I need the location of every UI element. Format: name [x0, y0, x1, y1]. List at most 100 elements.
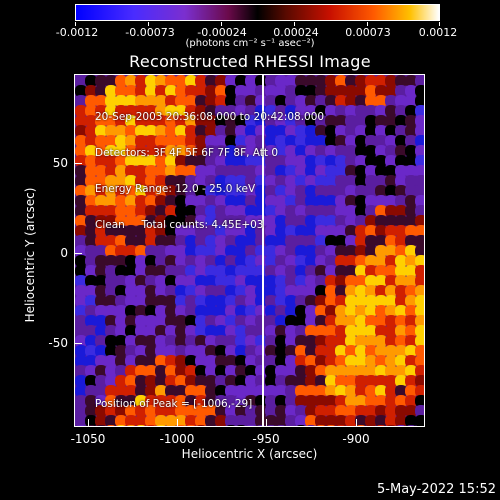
image-pixel	[215, 175, 227, 187]
image-pixel	[295, 145, 307, 157]
image-pixel	[355, 325, 367, 337]
image-pixel	[235, 175, 247, 187]
image-pixel	[205, 215, 217, 227]
image-pixel	[175, 365, 187, 377]
image-pixel	[385, 395, 397, 407]
image-pixel	[365, 405, 377, 417]
image-pixel	[175, 255, 187, 267]
image-pixel	[115, 285, 127, 297]
image-pixel	[275, 355, 287, 367]
image-pixel	[325, 255, 337, 267]
image-pixel	[135, 395, 147, 407]
image-pixel	[225, 145, 237, 157]
colorbar-tick	[367, 22, 368, 26]
image-pixel	[365, 285, 377, 297]
image-pixel	[175, 415, 187, 426]
image-pixel	[335, 235, 347, 247]
image-pixel	[95, 105, 107, 117]
image-pixel	[265, 315, 277, 327]
image-pixel	[215, 205, 227, 217]
image-pixel	[275, 265, 287, 277]
image-pixel	[395, 235, 407, 247]
image-pixel	[245, 265, 257, 277]
image-pixel	[285, 215, 297, 227]
image-pixel	[115, 345, 127, 357]
image-pixel	[395, 285, 407, 297]
image-pixel	[265, 355, 277, 367]
image-pixel	[235, 215, 247, 227]
image-pixel	[195, 125, 207, 137]
image-pixel	[415, 85, 424, 97]
image-pixel	[385, 385, 397, 397]
image-pixel	[235, 415, 247, 426]
image-pixel	[355, 285, 367, 297]
image-pixel	[385, 75, 397, 87]
overlay-clean-counts: Clean Total counts: 4.45E+03	[95, 219, 264, 231]
image-pixel	[195, 425, 207, 426]
image-pixel	[325, 305, 337, 317]
image-pixel	[195, 85, 207, 97]
image-pixel	[75, 395, 87, 407]
image-pixel	[145, 225, 157, 237]
image-pixel	[355, 255, 367, 267]
image-pixel	[95, 125, 107, 137]
image-pixel	[145, 415, 157, 426]
image-pixel	[415, 325, 424, 337]
image-pixel	[375, 175, 387, 187]
image-pixel	[365, 235, 377, 247]
image-pixel	[145, 165, 157, 177]
image-pixel	[75, 325, 87, 337]
image-pixel	[275, 255, 287, 267]
image-pixel	[95, 85, 107, 97]
image-pixel	[75, 105, 87, 117]
image-pixel	[305, 155, 317, 167]
image-pixel	[135, 335, 147, 347]
image-pixel	[235, 105, 247, 117]
image-pixel	[115, 425, 127, 426]
image-pixel	[115, 255, 127, 267]
image-pixel	[225, 265, 237, 277]
image-pixel	[135, 345, 147, 357]
image-pixel	[275, 195, 287, 207]
y-tick-label: 0	[60, 246, 68, 260]
image-pixel	[155, 355, 167, 367]
image-pixel	[155, 175, 167, 187]
image-pixel	[285, 305, 297, 317]
image-pixel	[345, 165, 357, 177]
image-pixel	[335, 185, 347, 197]
image-pixel	[385, 425, 397, 426]
image-pixel	[145, 325, 157, 337]
image-pixel	[265, 155, 277, 167]
image-pixel	[335, 145, 347, 157]
image-pixel	[385, 115, 397, 127]
image-pixel	[395, 265, 407, 277]
image-pixel	[185, 415, 197, 426]
image-pixel	[105, 275, 117, 287]
image-pixel	[105, 265, 117, 277]
image-pixel	[175, 225, 187, 237]
image-pixel	[85, 245, 97, 257]
image-pixel	[135, 305, 147, 317]
image-pixel	[115, 335, 127, 347]
image-pixel	[285, 125, 297, 137]
image-pixel	[405, 265, 417, 277]
image-pixel	[95, 285, 107, 297]
image-pixel	[335, 75, 347, 87]
image-pixel	[345, 385, 357, 397]
image-pixel	[205, 295, 217, 307]
image-pixel	[245, 75, 257, 87]
image-pixel	[175, 195, 187, 207]
rhessi-image[interactable]: 20-Sep-2003 20:36:08.000 to 20:42:08.000…	[74, 74, 425, 427]
image-pixel	[365, 115, 377, 127]
image-pixel	[185, 125, 197, 137]
image-pixel	[235, 335, 247, 347]
image-pixel	[165, 95, 177, 107]
image-pixel	[275, 215, 287, 227]
image-pixel	[295, 345, 307, 357]
image-pixel	[75, 135, 87, 147]
image-pixel	[405, 235, 417, 247]
image-pixel	[375, 195, 387, 207]
image-pixel	[135, 275, 147, 287]
image-pixel	[145, 95, 157, 107]
image-pixel	[95, 75, 107, 87]
